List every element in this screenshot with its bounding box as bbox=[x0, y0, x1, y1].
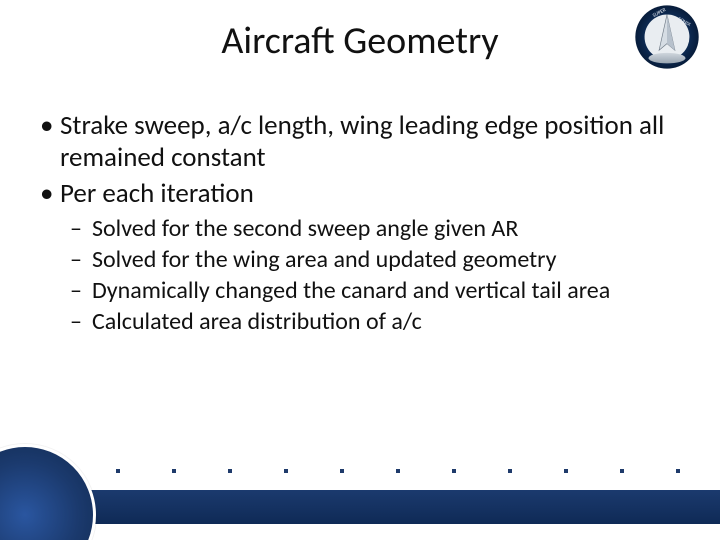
decorative-dot bbox=[396, 469, 400, 473]
footer-bar bbox=[0, 490, 720, 524]
decorative-dot bbox=[676, 469, 680, 473]
slide-title: Aircraft Geometry bbox=[0, 18, 720, 64]
title-area: Aircraft Geometry bbox=[0, 18, 720, 64]
decorative-dot bbox=[340, 469, 344, 473]
decorative-dot bbox=[452, 469, 456, 473]
bullet-level1: Strake sweep, a/c length, wing leading e… bbox=[36, 110, 680, 174]
bullet-level2: Dynamically changed the canard and verti… bbox=[70, 276, 680, 305]
bullet-level1: Per each iteration bbox=[36, 178, 680, 210]
decorative-dot bbox=[564, 469, 568, 473]
bullet-level2: Solved for the wing area and updated geo… bbox=[70, 245, 680, 274]
decorative-dot bbox=[508, 469, 512, 473]
slide: SUPER SONIX Aircraft Geometry Strake swe… bbox=[0, 0, 720, 540]
bullet-level2: Calculated area distribution of a/c bbox=[70, 307, 680, 336]
decorative-dot bbox=[284, 469, 288, 473]
corner-circle-decoration bbox=[0, 444, 96, 540]
decorative-dot bbox=[172, 469, 176, 473]
decorative-dot bbox=[228, 469, 232, 473]
decorative-dots-row bbox=[60, 466, 680, 476]
decorative-dot bbox=[620, 469, 624, 473]
bullet-level2: Solved for the second sweep angle given … bbox=[70, 214, 680, 243]
content-area: Strake sweep, a/c length, wing leading e… bbox=[36, 110, 680, 339]
decorative-dot bbox=[116, 469, 120, 473]
